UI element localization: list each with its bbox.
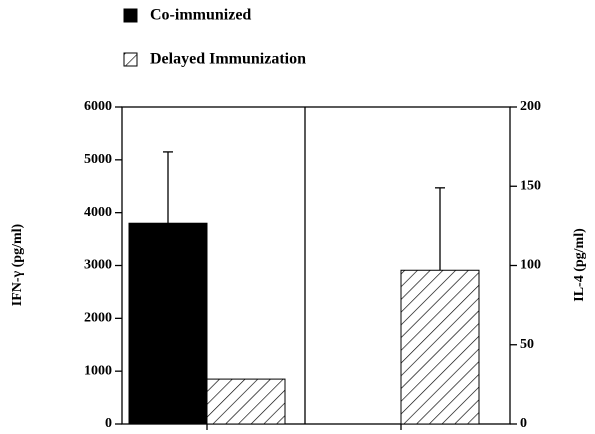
legend-label: Co-immunized bbox=[150, 7, 251, 24]
y2-tick-label: 100 bbox=[520, 258, 541, 273]
y-tick-label: 2000 bbox=[84, 311, 112, 326]
y-tick-label: 6000 bbox=[84, 99, 112, 114]
y2-tick-label: 50 bbox=[520, 337, 534, 352]
y2-axis-label: IL-4 (pg/ml) bbox=[572, 228, 587, 302]
legend-swatch bbox=[123, 52, 138, 67]
y2-tick-label: 150 bbox=[520, 178, 541, 193]
y-tick-label: 4000 bbox=[84, 205, 112, 220]
bar bbox=[128, 222, 208, 425]
y-axis-label: IFN-γ (pg/ml) bbox=[10, 223, 25, 306]
y2-tick-label: 0 bbox=[520, 416, 527, 431]
y-tick-label: 0 bbox=[105, 416, 112, 431]
y-tick-label: 3000 bbox=[84, 258, 112, 273]
legend-label: Delayed Immunization bbox=[150, 51, 306, 68]
y-tick-label: 1000 bbox=[84, 363, 112, 378]
legend-swatch bbox=[123, 8, 138, 23]
y-tick-label: 5000 bbox=[84, 152, 112, 167]
bar bbox=[400, 269, 480, 425]
y2-tick-label: 200 bbox=[520, 99, 541, 114]
bar bbox=[206, 378, 286, 425]
